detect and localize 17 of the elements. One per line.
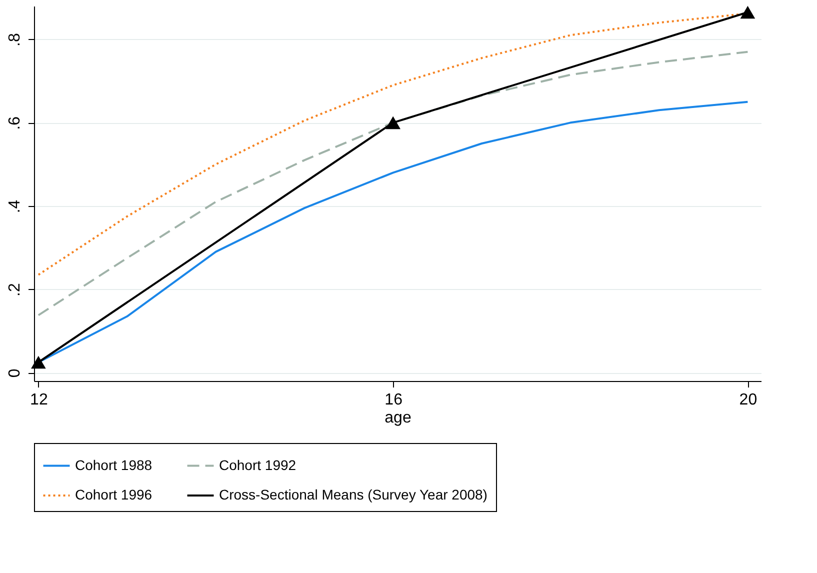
point [386, 116, 400, 130]
legend-label: Cohort 1992 [219, 456, 296, 473]
x-tick-label: 16 [384, 392, 403, 408]
y-tick-label: .4 [6, 200, 24, 214]
y-tick-label: .6 [6, 116, 24, 130]
line-series [37, 50, 749, 316]
y-tick-label: .2 [6, 283, 24, 297]
point [31, 356, 46, 369]
x-axis-title: age [384, 410, 412, 426]
x-tick-label: 12 [30, 392, 48, 408]
y-tick-label: .8 [6, 33, 24, 47]
legend-label: Cohort 1988 [75, 456, 152, 473]
point [740, 6, 756, 19]
y-tick-label: 0 [6, 368, 24, 378]
legend-label: Cohort 1996 [75, 486, 152, 502]
x-tick-label: 20 [739, 392, 758, 408]
legend-label: Cross-Sectional Means (Survey Year 2008) [219, 486, 488, 502]
